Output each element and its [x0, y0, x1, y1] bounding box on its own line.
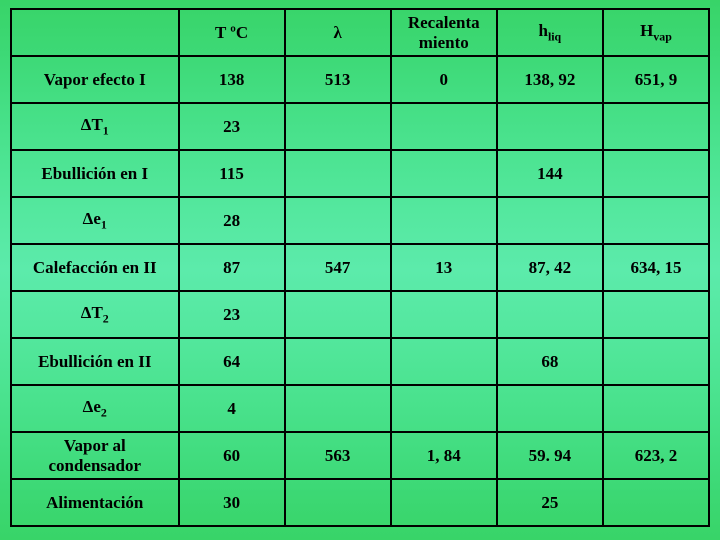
cell-hliq: [497, 291, 603, 338]
table-row: ΔT1 23: [11, 103, 709, 150]
row-label: ΔT1: [11, 103, 179, 150]
cell-lambda: [285, 103, 391, 150]
table-row: Calefacción en II 87 547 13 87, 42 634, …: [11, 244, 709, 291]
row-label: Alimentación: [11, 479, 179, 526]
cell-hvap: [603, 338, 709, 385]
table-row: Alimentación 30 25: [11, 479, 709, 526]
cell-hliq: 25: [497, 479, 603, 526]
row-label: Vapor efecto I: [11, 56, 179, 103]
cell-recal: [391, 338, 497, 385]
cell-recal: [391, 150, 497, 197]
row-label: Calefacción en II: [11, 244, 179, 291]
cell-lambda: [285, 150, 391, 197]
table-row: Δe1 28: [11, 197, 709, 244]
cell-lambda: 547: [285, 244, 391, 291]
table-row: Ebullición en I 115 144: [11, 150, 709, 197]
cell-hvap: 634, 15: [603, 244, 709, 291]
cell-t: 87: [179, 244, 285, 291]
table-row: Ebullición en II 64 68: [11, 338, 709, 385]
cell-lambda: [285, 197, 391, 244]
cell-hliq: 59. 94: [497, 432, 603, 479]
row-label: Ebullición en II: [11, 338, 179, 385]
table-row: Vapor al condensador 60 563 1, 84 59. 94…: [11, 432, 709, 479]
cell-recal: [391, 103, 497, 150]
cell-t: 28: [179, 197, 285, 244]
row-label: ΔT2: [11, 291, 179, 338]
cell-lambda: 563: [285, 432, 391, 479]
row-label: Δe2: [11, 385, 179, 432]
table-row: Δe2 4: [11, 385, 709, 432]
cell-t: 4: [179, 385, 285, 432]
cell-hvap: [603, 197, 709, 244]
cell-lambda: [285, 338, 391, 385]
row-label: Δe1: [11, 197, 179, 244]
cell-recal: [391, 197, 497, 244]
cell-lambda: [285, 385, 391, 432]
cell-t: 64: [179, 338, 285, 385]
cell-recal: [391, 385, 497, 432]
cell-hliq: 87, 42: [497, 244, 603, 291]
row-label: Vapor al condensador: [11, 432, 179, 479]
cell-hliq: 68: [497, 338, 603, 385]
col-header-blank: [11, 9, 179, 56]
table-row: ΔT2 23: [11, 291, 709, 338]
cell-recal: 0: [391, 56, 497, 103]
cell-hvap: [603, 385, 709, 432]
cell-recal: 1, 84: [391, 432, 497, 479]
cell-recal: [391, 479, 497, 526]
table-header-row: T ºC λ Recalenta miento hliq Hvap: [11, 9, 709, 56]
cell-lambda: [285, 479, 391, 526]
cell-hliq: [497, 197, 603, 244]
cell-lambda: [285, 291, 391, 338]
cell-hliq: [497, 103, 603, 150]
cell-t: 60: [179, 432, 285, 479]
table-row: Vapor efecto I 138 513 0 138, 92 651, 9: [11, 56, 709, 103]
col-header-recal: Recalenta miento: [391, 9, 497, 56]
cell-t: 23: [179, 291, 285, 338]
cell-hliq: 138, 92: [497, 56, 603, 103]
thermo-table: T ºC λ Recalenta miento hliq Hvap Vapor …: [10, 8, 710, 527]
cell-t: 30: [179, 479, 285, 526]
col-header-lambda: λ: [285, 9, 391, 56]
cell-hvap: [603, 479, 709, 526]
cell-hliq: [497, 385, 603, 432]
cell-hliq: 144: [497, 150, 603, 197]
col-header-temp: T ºC: [179, 9, 285, 56]
col-header-hliq: hliq: [497, 9, 603, 56]
col-header-hvap: Hvap: [603, 9, 709, 56]
cell-t: 115: [179, 150, 285, 197]
cell-hvap: 651, 9: [603, 56, 709, 103]
cell-t: 23: [179, 103, 285, 150]
cell-hvap: [603, 150, 709, 197]
cell-recal: 13: [391, 244, 497, 291]
cell-hvap: [603, 103, 709, 150]
cell-hvap: 623, 2: [603, 432, 709, 479]
cell-lambda: 513: [285, 56, 391, 103]
cell-t: 138: [179, 56, 285, 103]
row-label: Ebullición en I: [11, 150, 179, 197]
table-container: T ºC λ Recalenta miento hliq Hvap Vapor …: [0, 0, 720, 527]
cell-hvap: [603, 291, 709, 338]
cell-recal: [391, 291, 497, 338]
